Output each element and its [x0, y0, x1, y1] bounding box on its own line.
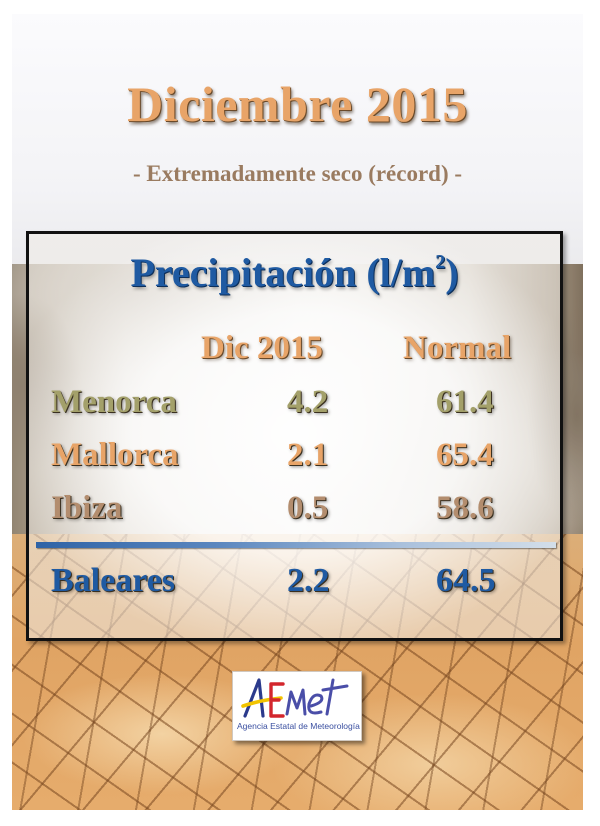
column-header-normal: Normal: [403, 330, 512, 366]
table-row: Mallorca 2.1 65.4: [29, 433, 560, 477]
panel-title-close: ): [445, 250, 459, 295]
table-row: Menorca 4.2 61.4: [29, 380, 560, 424]
poster-subtitle: - Extremadamente seco (récord) -: [132, 161, 463, 186]
total-normal-value: 64.5: [436, 562, 496, 599]
table-row: Ibiza 0.5 58.6: [29, 486, 560, 530]
panel-title-superscript: 2: [435, 251, 446, 273]
row-name: Mallorca: [51, 437, 179, 473]
row-normal-value: 58.6: [436, 490, 494, 526]
poster-title: Diciembre 2015: [127, 76, 468, 132]
aemet-wordmark-icon: [241, 678, 349, 718]
row-name: Ibiza: [51, 490, 123, 526]
row-normal-value: 65.4: [436, 437, 494, 473]
logo-caption: Agencia Estatal de Meteorología: [237, 721, 360, 731]
row-normal-value: 61.4: [436, 384, 494, 420]
total-name: Baleares: [51, 562, 176, 599]
aemet-logo: Agencia Estatal de Meteorología: [232, 671, 362, 741]
column-header-dic-2015: Dic 2015: [201, 330, 323, 366]
precipitation-table-panel: Precipitación (l/m2) Dic 2015 Normal Men…: [26, 231, 563, 641]
row-dic-2015-value: 0.5: [287, 490, 329, 526]
row-name: Menorca: [51, 384, 177, 420]
total-divider: [36, 542, 556, 548]
row-dic-2015-value: 4.2: [287, 384, 329, 420]
panel-title-main: Precipitación (l/m: [130, 250, 436, 295]
poster: Diciembre 2015 - Extremadamente seco (ré…: [12, 14, 583, 810]
row-dic-2015-value: 2.1: [287, 437, 329, 473]
total-dic-2015-value: 2.2: [287, 562, 330, 599]
total-row: Baleares 2.2 64.5: [29, 559, 560, 603]
panel-title: Precipitación (l/m2): [29, 248, 560, 298]
